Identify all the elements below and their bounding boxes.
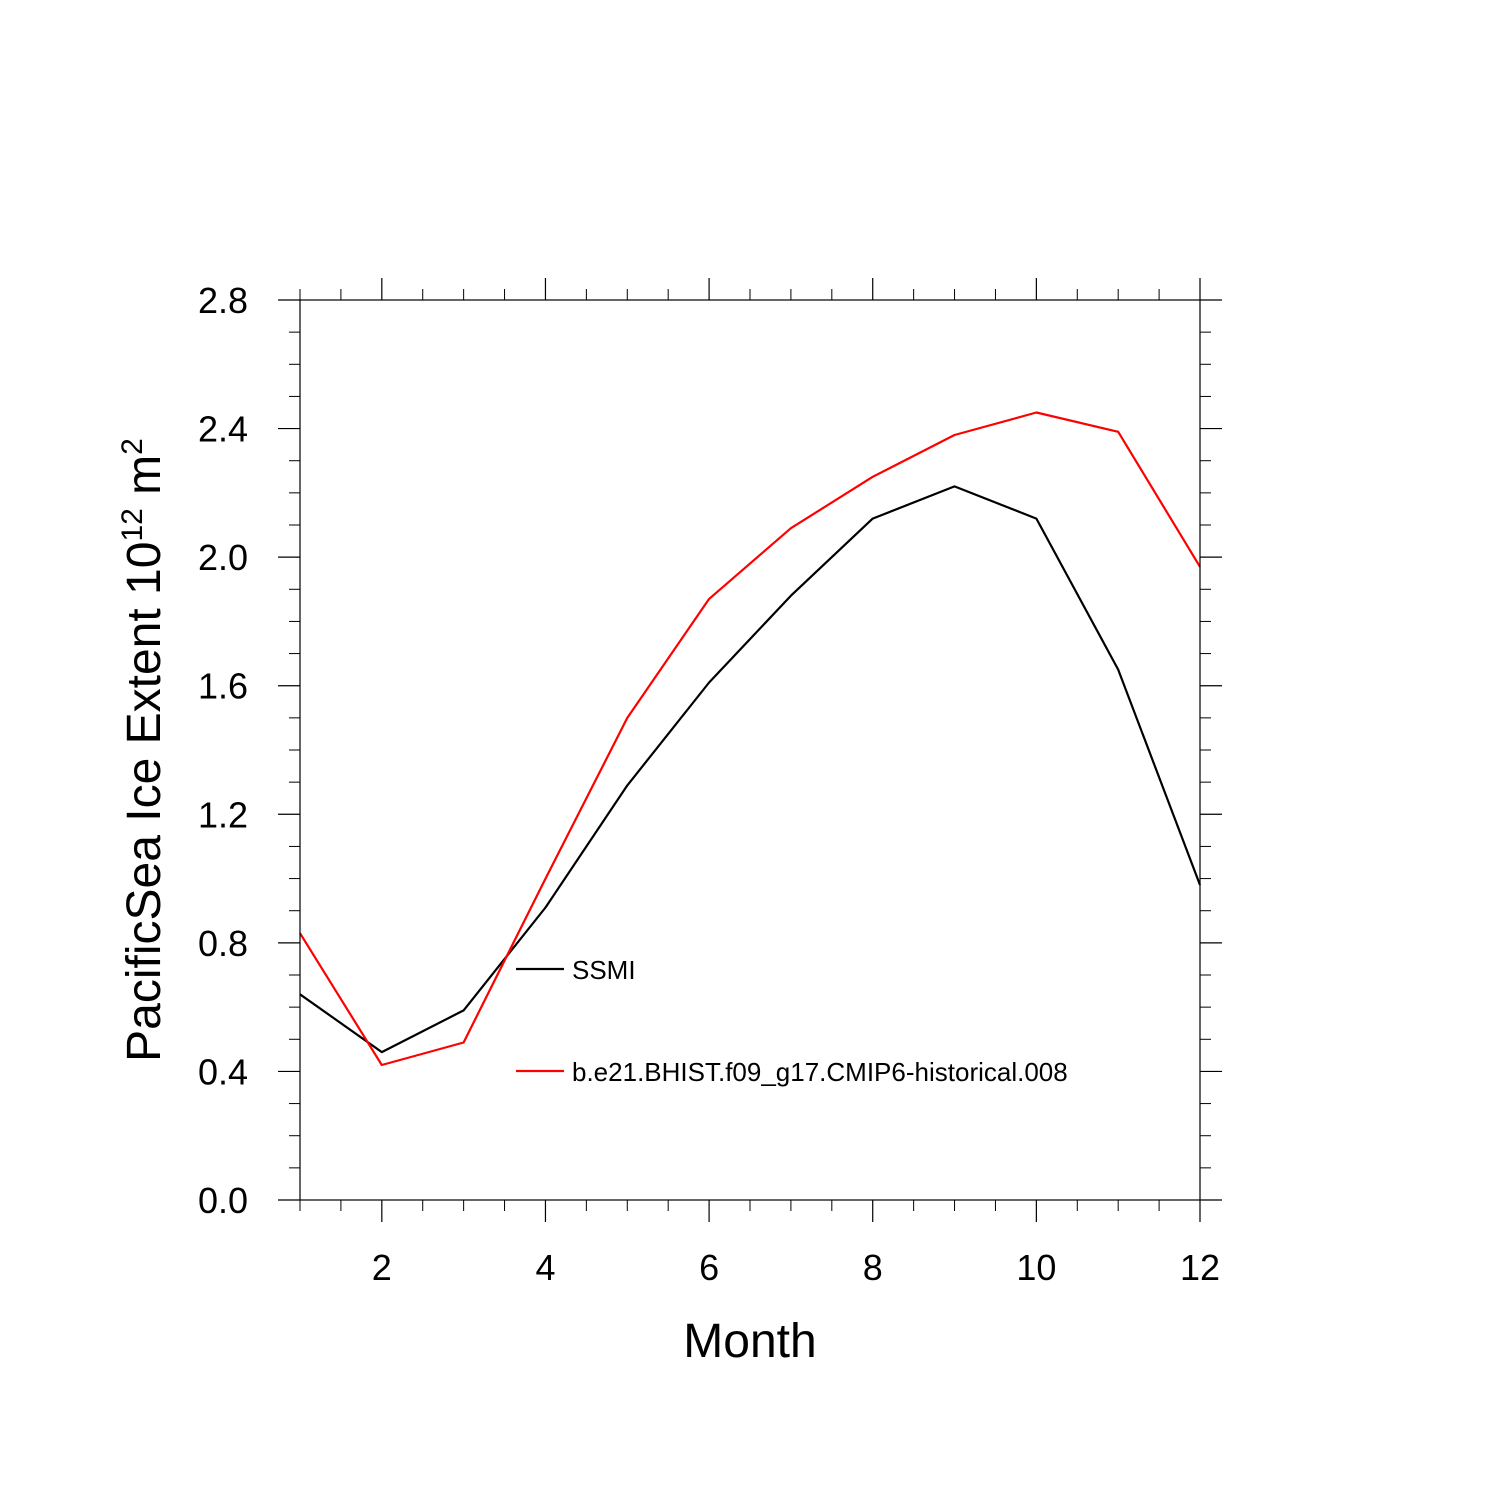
y-tick-label: 1.6 (198, 666, 248, 707)
y-tick-label: 0.0 (198, 1180, 248, 1221)
y-tick-label: 0.8 (198, 923, 248, 964)
x-tick-label: 12 (1180, 1247, 1220, 1288)
series-line-model (299, 411, 1201, 1067)
plot-frame (299, 299, 1201, 1201)
x-axis-title: Month (683, 1315, 816, 1368)
x-tick-label: 4 (535, 1247, 555, 1288)
series-line-ssmi (299, 485, 1202, 1054)
y-tick-label: 0.4 (198, 1051, 248, 1092)
tick-labels: 2 4 6 8 10 12 0.0 0.4 0.8 1.2 1.6 2.0 2.4 2.8 (198, 280, 1220, 1288)
x-tick-label: 2 (372, 1247, 392, 1288)
y-axis-title-exponent: 12 (116, 508, 149, 541)
y-tick-label: 1.2 (198, 794, 248, 835)
x-tick-label: 6 (699, 1247, 719, 1288)
y-tick-label: 2.0 (198, 537, 248, 578)
legend-label: SSMI (572, 955, 636, 985)
y-tick-label: 2.4 (198, 409, 248, 450)
legend: SSMI b.e21.BHIST.f09_g17.CMIP6-historical… (516, 955, 1068, 1087)
y-axis-title-main: PacificSea Ice Extent 10 (118, 542, 171, 1062)
series-lines (299, 411, 1202, 1067)
axis-ticks (278, 278, 1222, 1222)
x-tick-label: 10 (1016, 1247, 1056, 1288)
y-axis-title: PacificSea Ice Extent 1012 m2 (116, 438, 171, 1062)
x-tick-label: 8 (863, 1247, 883, 1288)
y-tick-label: 2.8 (198, 280, 248, 321)
legend-label: b.e21.BHIST.f09_g17.CMIP6-historical.008 (572, 1057, 1068, 1087)
y-axis-title-unit-exponent: 2 (116, 438, 149, 455)
y-axis-title-unit: m (118, 455, 171, 508)
